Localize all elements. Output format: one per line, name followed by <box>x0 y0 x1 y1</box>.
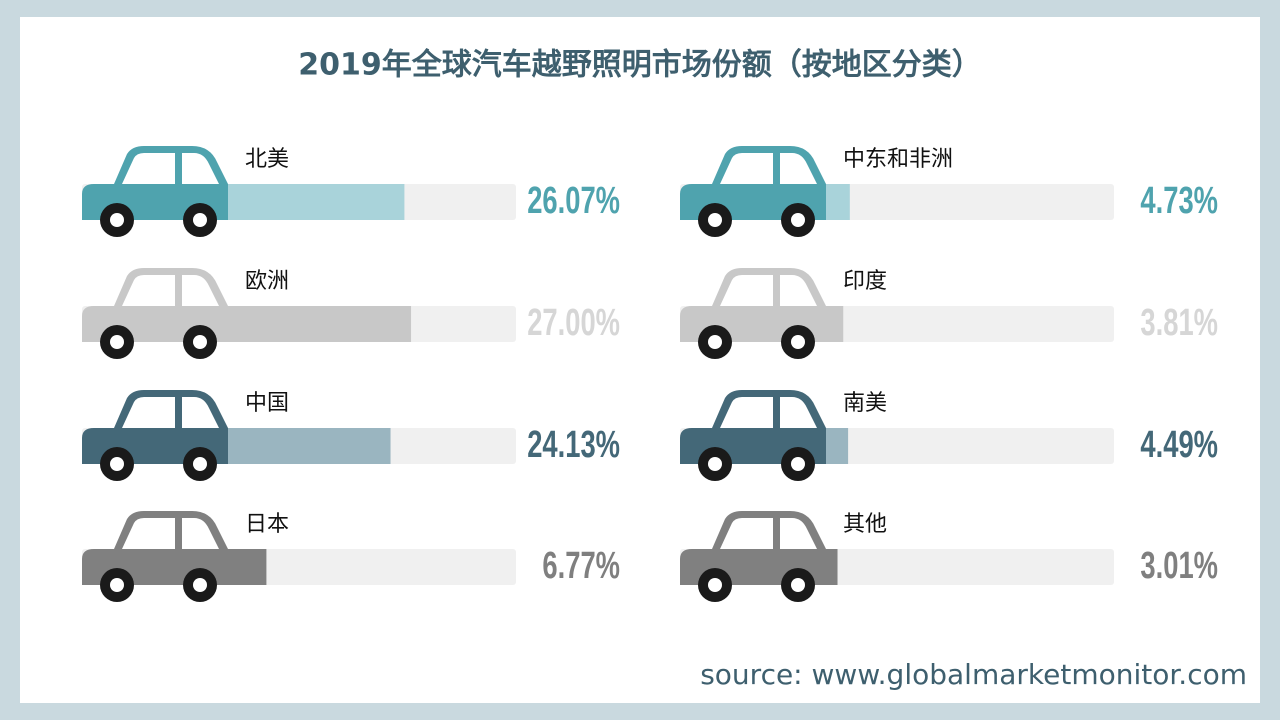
car-window <box>182 518 219 549</box>
car-window <box>122 397 175 428</box>
category-label: 北美 <box>245 147 289 172</box>
hub <box>791 213 805 227</box>
car-window <box>182 397 219 428</box>
value-label: 4.73% <box>1140 180 1218 222</box>
category-label: 印度 <box>843 269 887 294</box>
category-label: 日本 <box>245 512 289 537</box>
value-label: 4.49% <box>1140 424 1218 466</box>
bar <box>218 184 405 220</box>
car-window <box>182 275 219 306</box>
bar <box>218 306 412 342</box>
hub <box>791 335 805 349</box>
hub <box>110 457 124 471</box>
hub <box>708 213 722 227</box>
value-label: 3.01% <box>1140 545 1218 587</box>
hub <box>193 578 207 592</box>
source: source: www.globalmarketmonitor.com <box>700 658 1247 691</box>
car-window <box>122 518 175 549</box>
car-window <box>780 275 817 306</box>
category-label: 其他 <box>843 512 887 537</box>
value-label: 26.07% <box>527 180 620 222</box>
value-label: 24.13% <box>527 424 620 466</box>
car-window <box>720 275 773 306</box>
car-window <box>780 518 817 549</box>
panel <box>20 17 1260 703</box>
category-label: 欧洲 <box>245 269 289 294</box>
hub <box>193 213 207 227</box>
hub <box>193 335 207 349</box>
value-label: 6.77% <box>542 545 620 587</box>
hub <box>110 213 124 227</box>
bar <box>218 428 391 464</box>
hub <box>791 578 805 592</box>
category-label: 中国 <box>245 391 289 416</box>
car-window <box>182 153 219 184</box>
chart-title: 2019年全球汽车越野照明市场份额（按地区分类） <box>298 48 982 83</box>
hub <box>708 457 722 471</box>
hub <box>193 457 207 471</box>
car-window <box>720 518 773 549</box>
hub <box>110 578 124 592</box>
hub <box>110 335 124 349</box>
car-window <box>780 397 817 428</box>
car-window <box>122 275 175 306</box>
hub <box>708 335 722 349</box>
car-window <box>720 397 773 428</box>
hub <box>708 578 722 592</box>
value-label: 27.00% <box>527 302 620 344</box>
category-label: 南美 <box>843 391 887 416</box>
car-window <box>780 153 817 184</box>
car-window <box>122 153 175 184</box>
value-label: 3.81% <box>1140 302 1218 344</box>
category-label: 中东和非洲 <box>843 147 953 172</box>
hub <box>791 457 805 471</box>
car-window <box>720 153 773 184</box>
